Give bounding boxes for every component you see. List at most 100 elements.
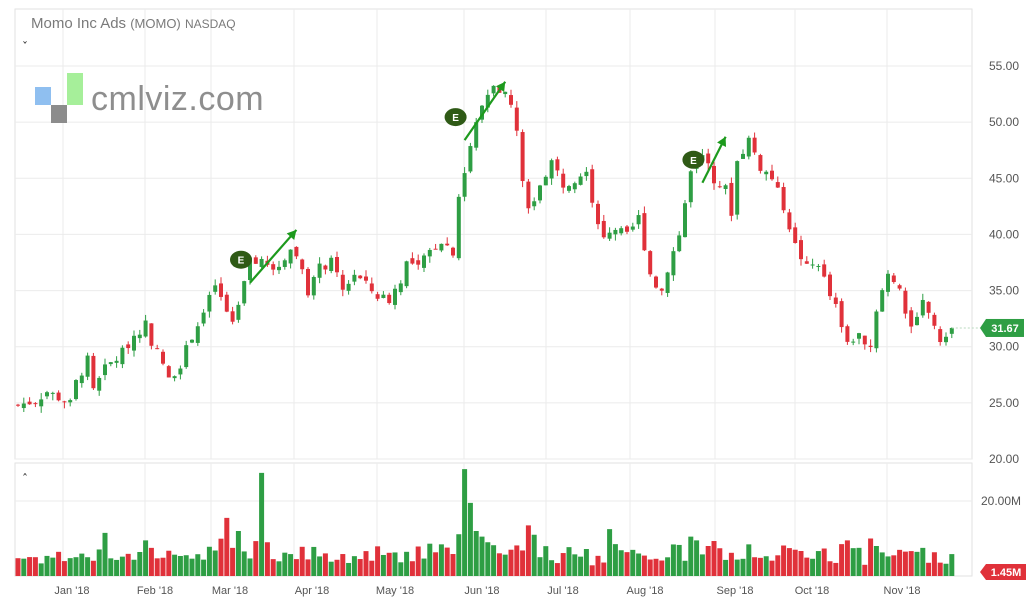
volume-bar	[479, 536, 485, 576]
volume-bar	[676, 544, 682, 576]
volume-bar	[21, 558, 27, 576]
candle-body	[752, 137, 757, 153]
volume-bar	[259, 472, 265, 576]
chevron-down-icon[interactable]: ˇ	[22, 40, 28, 54]
candle-body	[433, 248, 438, 250]
volume-bar	[386, 552, 392, 576]
volume-bar	[717, 548, 723, 576]
volume-bar	[444, 547, 450, 576]
volume-bar	[711, 541, 717, 576]
volume-bar	[897, 549, 903, 576]
candle-body	[944, 336, 948, 343]
y-tick-label: 40.00	[989, 227, 1019, 241]
volume-bar	[38, 563, 44, 576]
candle-body	[526, 181, 531, 209]
volume-bar	[636, 553, 642, 576]
candle-body	[79, 375, 84, 384]
candle-body	[201, 312, 206, 324]
candle-body	[758, 155, 763, 171]
chevron-up-icon[interactable]: ˆ	[22, 472, 28, 486]
volume-bar	[572, 554, 578, 576]
candle-body	[874, 311, 879, 349]
volume-bar	[305, 559, 311, 576]
candle-body	[746, 137, 751, 157]
candle-body	[288, 249, 293, 264]
candle-body	[97, 377, 102, 391]
volume-bar	[473, 531, 479, 576]
volume-bar	[682, 560, 688, 576]
volume-bars-group	[15, 469, 955, 576]
x-tick-label: Jun '18	[464, 585, 499, 597]
volume-bar	[670, 544, 676, 576]
watermark-logo-icon	[51, 105, 67, 123]
volume-bar	[630, 549, 636, 576]
candle-body	[509, 95, 513, 105]
candle-body	[654, 276, 658, 288]
volume-bar	[525, 525, 531, 576]
earnings-marker-label: E	[690, 156, 697, 167]
volume-bar	[839, 544, 845, 576]
candle-body	[416, 260, 421, 265]
candle-body	[352, 274, 357, 282]
volume-bar	[705, 546, 711, 576]
earnings-arrow-head	[495, 81, 506, 92]
volume-bar	[404, 551, 410, 576]
x-tick-label: Jan '18	[54, 585, 89, 597]
candle-body	[491, 85, 496, 94]
candle-body	[816, 265, 821, 267]
volume-bar	[589, 565, 595, 576]
volume-bar	[183, 555, 189, 576]
volume-bar	[351, 556, 357, 576]
candle-body	[346, 283, 351, 291]
volume-bar	[334, 559, 340, 576]
volume-bar	[160, 557, 166, 576]
volume-bar	[734, 559, 740, 576]
earnings-arrow-head	[286, 229, 297, 240]
volume-bar	[276, 561, 282, 576]
volume-bar	[172, 554, 178, 576]
candle-body	[648, 251, 653, 275]
volume-bar	[288, 554, 294, 576]
candle-body	[706, 153, 711, 164]
volume-bar	[282, 552, 288, 576]
volume-bar	[218, 538, 224, 576]
candle-body	[335, 257, 339, 273]
volume-bar	[798, 551, 804, 576]
candle-body	[625, 226, 629, 232]
volume-bar	[398, 562, 404, 576]
candle-body	[503, 91, 508, 95]
volume-bar	[189, 558, 195, 576]
candle-body	[207, 294, 212, 312]
candle-body	[886, 273, 890, 292]
candle-body	[120, 347, 125, 365]
candle-body	[369, 283, 374, 292]
volume-bar	[665, 557, 671, 576]
volume-bar	[746, 544, 752, 576]
candle-body	[166, 366, 171, 378]
volume-bar	[833, 562, 839, 576]
volume-bar	[195, 554, 201, 576]
volume-bar	[920, 547, 926, 576]
last-price-badge-pointer	[980, 318, 986, 337]
volume-bar	[740, 558, 746, 576]
volume-tick-label: 20.00M	[981, 494, 1021, 508]
y-tick-label: 20.00	[989, 452, 1019, 466]
volume-bar	[380, 554, 386, 576]
volume-bar	[108, 558, 114, 576]
candle-body	[514, 107, 519, 131]
volume-bar	[804, 557, 810, 576]
x-tick-label: May '18	[376, 585, 414, 597]
volume-bar	[583, 549, 589, 576]
candle-body	[306, 268, 310, 296]
volume-bar	[421, 558, 427, 576]
candle-body	[114, 360, 119, 363]
candle-body	[230, 311, 235, 322]
candle-body	[21, 403, 26, 409]
candle-body	[358, 275, 363, 279]
volume-bar	[937, 562, 943, 576]
candle-body	[474, 122, 479, 148]
candle-body	[462, 173, 467, 197]
volume-bar	[601, 562, 607, 576]
watermark-logo-icon	[35, 87, 51, 105]
last-volume-label: 1.45M	[991, 567, 1022, 579]
